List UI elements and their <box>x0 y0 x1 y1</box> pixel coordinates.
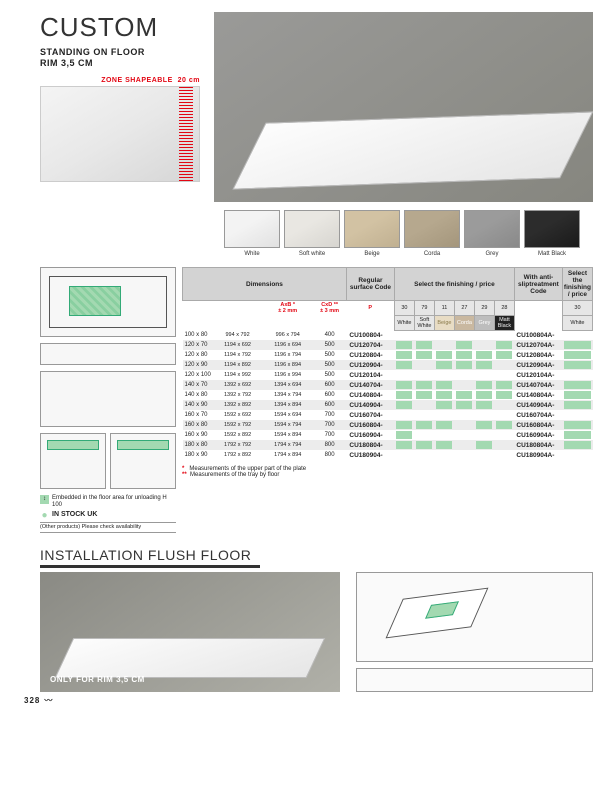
installation-drawing-iso <box>356 572 593 662</box>
table-row: 120 x 901194 x 8921196 x 894500CU120904-… <box>183 360 593 370</box>
swatch-corda <box>404 210 460 248</box>
hero-image <box>214 12 593 202</box>
swatch-mattblack <box>524 210 580 248</box>
stock-icon: ● <box>40 511 49 520</box>
stock-sub: (Other products) Please check availabili… <box>40 522 176 533</box>
table-row: 100 x 80994 x 792996 x 794400CU100804-CU… <box>183 330 593 340</box>
embed-icon: ↕ <box>40 495 49 504</box>
table-row: 120 x 1001194 x 9921196 x 994500CU120104… <box>183 370 593 380</box>
table-row: 120 x 801194 x 7921196 x 794500CU120804-… <box>183 350 593 360</box>
note-embedded: ↕ Embedded in the floor area for unloadi… <box>40 495 176 509</box>
tech-drawing-plan <box>40 267 176 337</box>
th-antislip-code: With anti-sliptreatment Code <box>514 268 562 301</box>
tech-drawing-detail-2 <box>110 433 176 489</box>
installation-note: ONLY FOR RIM 3,5 CM <box>50 675 145 684</box>
note-stock: ● IN STOCK UK <box>40 511 176 520</box>
tech-drawing-side <box>40 343 176 365</box>
th-dimensions: Dimensions <box>183 268 347 301</box>
table-row: 120 x 701194 x 6921196 x 694500CU120704-… <box>183 340 593 350</box>
table-row: 140 x 701392 x 6921394 x 694600CU140704-… <box>183 380 593 390</box>
th-select-finish: Select the finishing / price <box>394 268 514 301</box>
dimensions-table: Dimensions Regular surface Code Select t… <box>182 267 593 460</box>
table-row: 160 x 701592 x 6921594 x 694700CU160704-… <box>183 410 593 420</box>
table-row: 180 x 901792 x 8921794 x 894800CU180904-… <box>183 450 593 460</box>
table-row: 160 x 901592 x 8921594 x 894700CU160904-… <box>183 430 593 440</box>
th-regular-code: Regular surface Code <box>346 268 394 301</box>
zone-shapeable-label: ZONE SHAPEABLE 20 cm <box>40 77 200 84</box>
table-row: 160 x 801592 x 7921594 x 794700CU160804-… <box>183 420 593 430</box>
tech-drawing-detail-1 <box>40 433 106 489</box>
swatch-grey <box>464 210 520 248</box>
th-select-finish2: Select the finishing / price <box>562 268 592 301</box>
swatch-beige <box>344 210 400 248</box>
tech-drawing-section <box>40 371 176 427</box>
product-title: CUSTOM <box>40 12 200 43</box>
product-subtitle: STANDING ON FLOORRIM 3,5 CM <box>40 47 200 69</box>
page-number: 328〰 <box>20 695 53 706</box>
swatch-white <box>224 210 280 248</box>
table-row: 180 x 801792 x 7921794 x 794800CU180804-… <box>183 440 593 450</box>
color-swatches: WhiteSoft whiteBeigeCordaGreyMatt Black <box>224 210 593 257</box>
table-row: 140 x 901392 x 8921394 x 894600CU140904-… <box>183 400 593 410</box>
table-row: 140 x 801392 x 7921394 x 794600CU140804-… <box>183 390 593 400</box>
measurements-note: * Measurements of the upper part of the … <box>182 466 593 478</box>
swatch-softwhite <box>284 210 340 248</box>
installation-drawing-section <box>356 668 593 692</box>
installation-title: INSTALLATION FLUSH FLOOR <box>40 547 260 568</box>
installation-image: ONLY FOR RIM 3,5 CM <box>40 572 340 692</box>
product-thumb <box>40 86 200 182</box>
